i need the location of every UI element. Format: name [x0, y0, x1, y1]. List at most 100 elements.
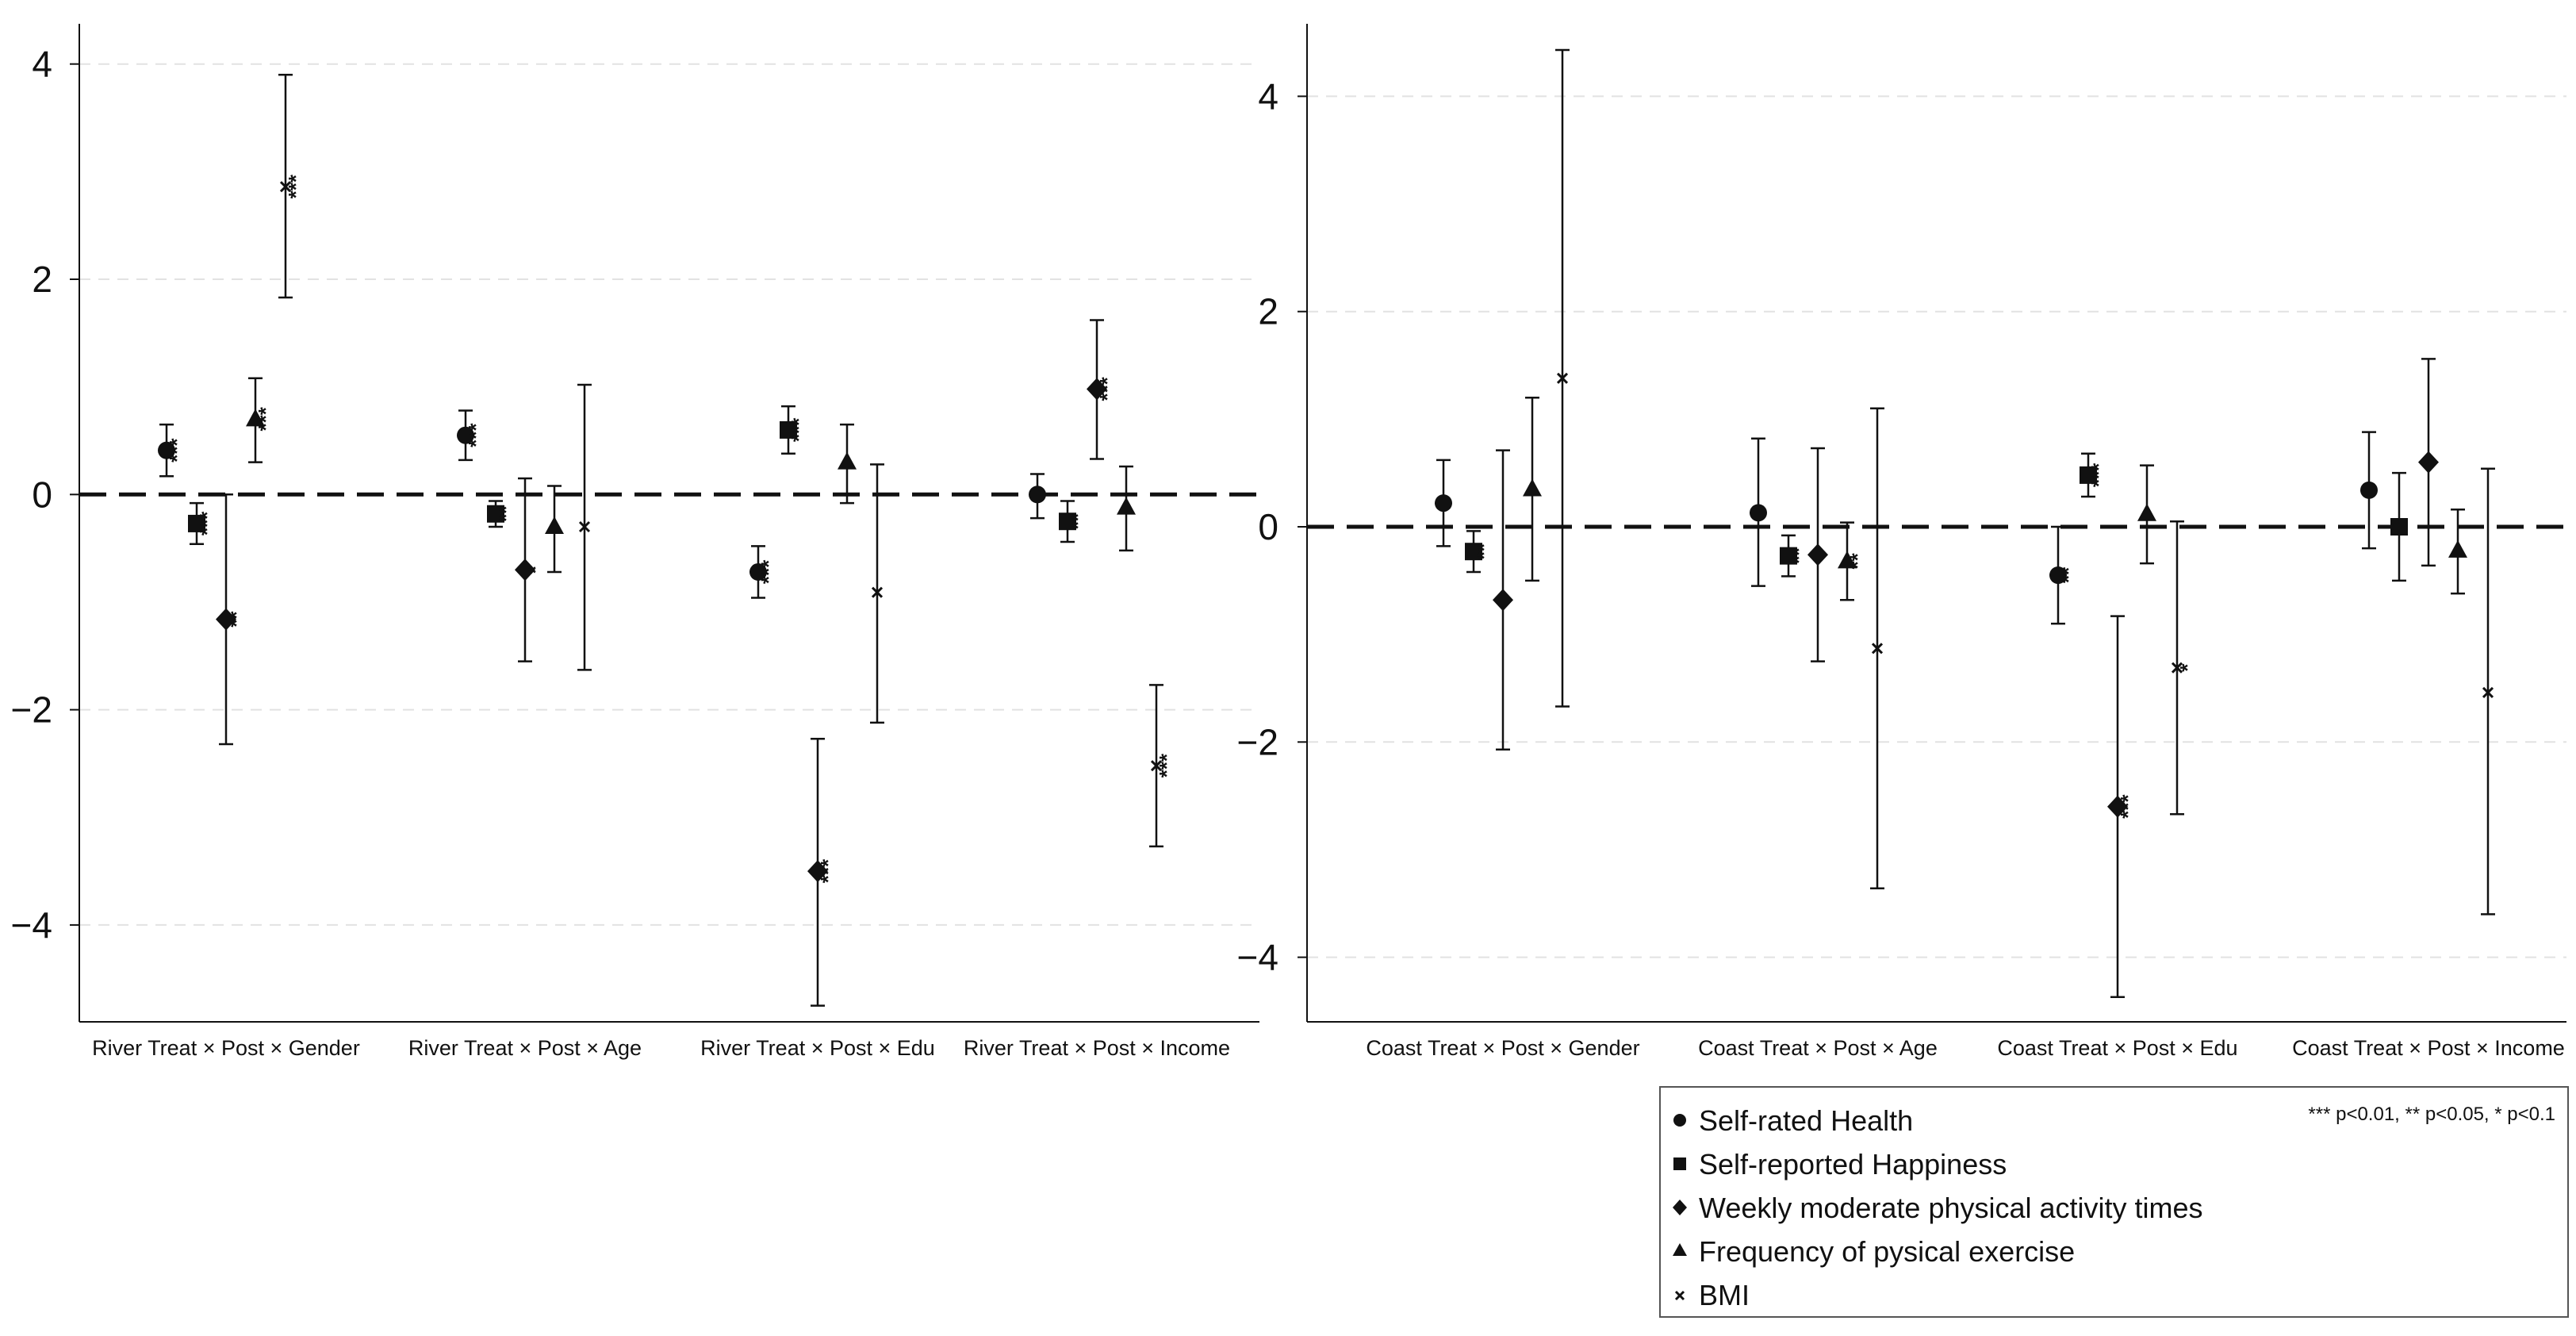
x-marker-stroke	[2171, 662, 2183, 674]
point-square	[1780, 547, 1797, 565]
legend-diamond-marker-icon	[1673, 1200, 1687, 1215]
y-tick-label: −4	[1237, 937, 1278, 978]
point-square	[2080, 466, 2097, 484]
y-tick-label: −2	[11, 689, 52, 731]
series-diamond: ***	[1493, 358, 2439, 999]
significance-stars: ***	[816, 858, 840, 883]
point-square	[1059, 513, 1076, 531]
legend-item-frequency-exercise: Frequency of pysical exercise	[1673, 1235, 2075, 1268]
series-circle: **	[1435, 431, 2378, 625]
point-square	[188, 514, 205, 532]
point-circle	[2360, 481, 2378, 499]
left-panel-river: 4 2 0 −2 −4 River Treat × Post × Gender River …	[11, 24, 1259, 1060]
point-x	[2171, 662, 2183, 674]
x-marker-stroke	[1871, 643, 1884, 655]
point-x	[1150, 760, 1163, 772]
point-circle	[1435, 494, 1452, 513]
series-circle: *** *** ***	[158, 409, 1046, 599]
point-triangle	[1117, 497, 1136, 515]
x-marker-stroke	[279, 181, 292, 193]
significance-stars: ***	[2087, 463, 2110, 487]
point-x	[871, 586, 884, 598]
point-circle	[749, 562, 767, 581]
legend-frame	[1659, 1086, 2569, 1318]
point-triangle	[545, 516, 564, 534]
significance-stars: **	[1066, 513, 1090, 529]
significance-stars: **	[224, 611, 248, 628]
legend-label: BMI	[1699, 1279, 1750, 1311]
significance-stars: ***	[1155, 753, 1179, 777]
significance-stars: **	[2057, 566, 2080, 583]
x-category-label: River Treat × Post × Income	[964, 1036, 1230, 1060]
x-marker-stroke	[578, 520, 591, 533]
point-circle	[2049, 566, 2067, 585]
legend-item-self-rated-health: Self-rated Health	[1673, 1104, 1913, 1137]
point-x	[2482, 686, 2494, 698]
point-circle	[1750, 504, 1767, 522]
legend-x-marker-icon	[1674, 1290, 1685, 1301]
y-tick-label: −4	[11, 904, 52, 946]
point-triangle	[1838, 551, 1857, 569]
series-square: *** *******	[188, 405, 1090, 545]
point-triangle	[838, 451, 857, 470]
x-category-label: Coast Treat × Post × Edu	[1997, 1036, 2237, 1060]
significance-stars: ***	[2116, 794, 2140, 819]
point-diamond	[515, 559, 535, 582]
x-category-label: River Treat × Post × Age	[408, 1036, 642, 1060]
significance-stars: ***	[757, 559, 780, 584]
point-triangle	[2137, 503, 2156, 521]
y-tick-label: 2	[32, 259, 52, 300]
significance-stars: *	[2175, 663, 2199, 672]
point-diamond	[216, 608, 236, 631]
y-tick-label: 4	[32, 44, 52, 85]
point-x	[279, 181, 292, 193]
legend-square-marker-icon	[1673, 1157, 1686, 1170]
point-circle	[158, 441, 175, 459]
right-panel-coast: 4 2 0 −2 −4 Coast Treat × Post × Gender Coast …	[1237, 24, 2566, 1060]
point-x	[578, 520, 591, 533]
point-square	[780, 420, 797, 439]
series-triangle: **	[1523, 396, 2467, 601]
legend-label: Weekly moderate physical activity times	[1699, 1192, 2203, 1224]
x-marker-stroke	[1556, 372, 1569, 384]
point-diamond	[1807, 543, 1828, 566]
point-diamond	[807, 860, 828, 883]
x-marker-stroke	[871, 586, 884, 598]
point-triangle	[246, 409, 265, 427]
x-category-label: Coast Treat × Post × Age	[1698, 1036, 1938, 1060]
x-category-label: Coast Treat × Post × Gender	[1366, 1036, 1639, 1060]
significance-stars: ***	[787, 417, 811, 442]
point-diamond	[1087, 378, 1107, 401]
point-circle	[457, 426, 474, 444]
point-triangle	[1523, 478, 1542, 497]
y-tick-label: −2	[1237, 721, 1278, 762]
legend-label: Frequency of pysical exercise	[1699, 1235, 2075, 1268]
significance-stars: **	[1787, 547, 1811, 564]
series-x: ******	[278, 74, 1179, 848]
significance-note: *** p<0.01, ** p<0.05, * p<0.1	[2308, 1104, 2555, 1125]
point-circle	[1029, 486, 1046, 504]
legend-item-bmi: BMI	[1674, 1279, 1750, 1311]
significance-stars: *	[523, 565, 547, 574]
x-category-label: Coast Treat × Post × Income	[2292, 1036, 2565, 1060]
point-diamond	[2107, 795, 2128, 818]
series-diamond: *********	[216, 319, 1119, 1007]
series-square: ** *****	[1465, 452, 2408, 582]
significance-stars: **	[1846, 552, 1869, 569]
significance-stars: ***	[284, 174, 308, 198]
significance-stars: ***	[165, 438, 189, 463]
point-square	[2390, 518, 2408, 536]
series-x: *	[1555, 48, 2495, 916]
significance-stars: ***	[254, 406, 278, 431]
y-tick-label: 2	[1258, 291, 1278, 332]
x-category-label: River Treat × Post × Edu	[700, 1036, 935, 1060]
x-marker-stroke	[2482, 686, 2494, 698]
y-tick-label: 0	[1258, 506, 1278, 547]
point-triangle	[2448, 539, 2467, 558]
x-marker-stroke	[1150, 760, 1163, 772]
point-diamond	[1493, 589, 1513, 612]
y-tick-label: 0	[32, 474, 52, 515]
legend-item-weekly-moderate-activity: Weekly moderate physical activity times	[1673, 1192, 2203, 1224]
point-diamond	[2418, 451, 2439, 474]
